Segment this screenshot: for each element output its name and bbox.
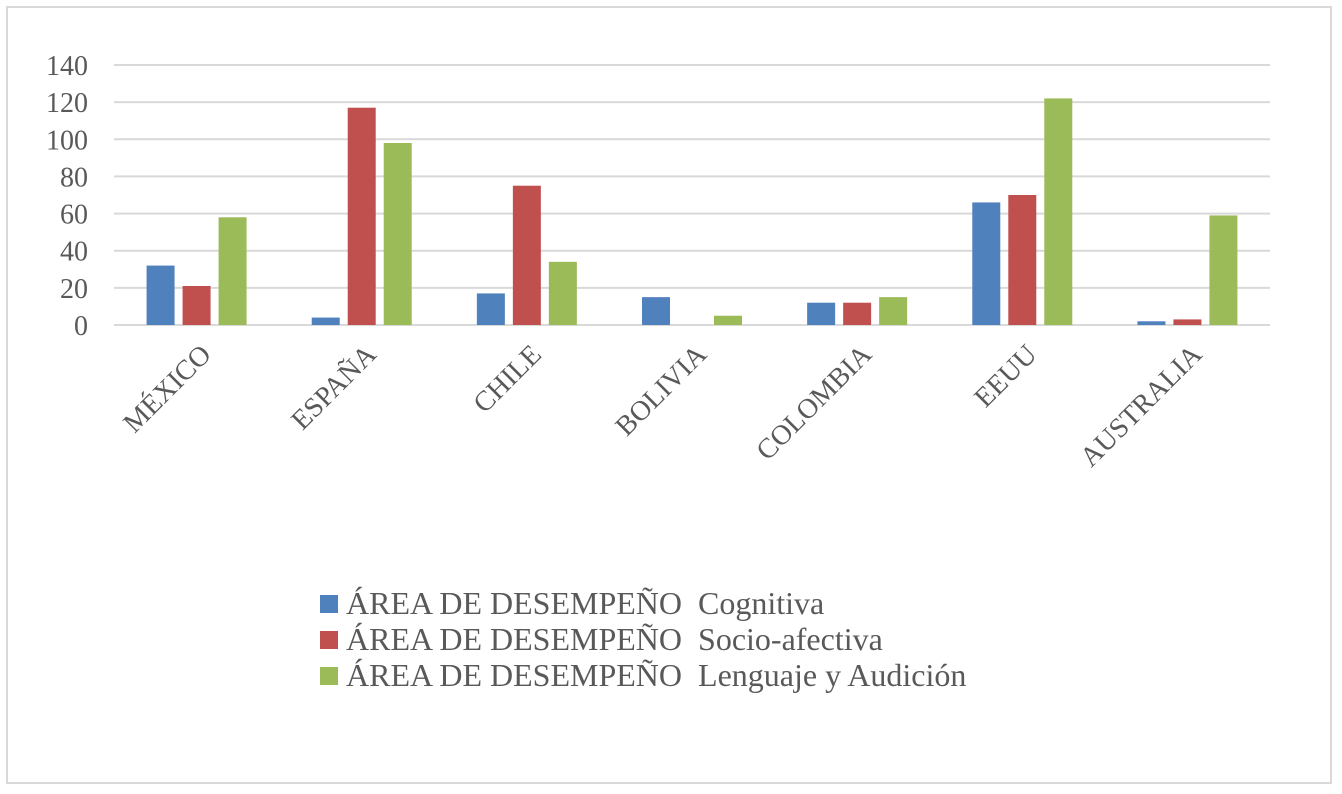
x-tick-label: EEUU <box>969 339 1044 414</box>
y-tick-label: 140 <box>46 51 88 82</box>
bar-bolivia-series-1 <box>642 297 670 325</box>
bar-colombia-series-1 <box>807 302 836 325</box>
bar-australia-series-2 <box>1173 319 1202 325</box>
legend-swatch <box>320 595 338 613</box>
legend-label: ÁREA DE DESEMPEÑO Lenguaje y Audición <box>346 657 966 693</box>
bar-bolivia-series-3 <box>714 315 742 325</box>
x-tick-label: CHILE <box>468 339 548 419</box>
bars <box>146 98 1238 325</box>
x-tick-label: ESPAÑA <box>286 338 384 436</box>
x-tick-label: MÉXICO <box>117 339 217 439</box>
x-axis: MÉXICO ESPAÑA CHILE BOLIVIA COLOMBIA EEUU AUST… <box>117 338 1208 473</box>
bar-méxico-series-3 <box>218 217 247 325</box>
bar-australia-series-1 <box>1137 321 1166 325</box>
bar-méxico-series-2 <box>182 286 211 325</box>
bar-chile-series-3 <box>548 261 577 325</box>
legend-swatch <box>320 631 338 649</box>
bar-méxico-series-1 <box>146 265 175 325</box>
bar-españa-series-2 <box>347 107 376 325</box>
x-tick-label: COLOMBIA <box>751 338 879 466</box>
legend-label: ÁREA DE DESEMPEÑO Socio-afectiva <box>346 621 883 657</box>
bar-chile-series-1 <box>476 293 505 325</box>
y-tick-label: 60 <box>60 200 88 231</box>
y-tick-label: 120 <box>46 88 88 119</box>
bar-australia-series-3 <box>1209 215 1238 325</box>
bar-eeuu-series-3 <box>1044 98 1073 325</box>
bar-españa-series-3 <box>383 143 412 325</box>
y-tick-label: 80 <box>60 162 88 193</box>
bar-eeuu-series-2 <box>1008 195 1037 325</box>
x-tick-label: BOLIVIA <box>610 338 714 442</box>
legend-swatch <box>320 667 338 685</box>
bar-colombia-series-3 <box>879 297 908 325</box>
bar-colombia-series-2 <box>843 302 872 325</box>
bar-eeuu-series-1 <box>972 202 1001 325</box>
y-tick-label: 0 <box>74 311 88 342</box>
y-tick-label: 20 <box>60 274 88 305</box>
chart-frame <box>6 6 1332 784</box>
y-axis: 0 20 40 60 80 100 120 140 <box>46 51 88 342</box>
bar-chile-series-2 <box>512 185 541 325</box>
gridlines <box>114 64 1270 326</box>
legend-label: ÁREA DE DESEMPEÑO Cognitiva <box>346 585 824 621</box>
bar-españa-series-1 <box>311 317 340 325</box>
x-tick-label: AUSTRALIA <box>1074 338 1209 473</box>
y-tick-label: 40 <box>60 237 88 268</box>
y-tick-label: 100 <box>46 125 88 156</box>
